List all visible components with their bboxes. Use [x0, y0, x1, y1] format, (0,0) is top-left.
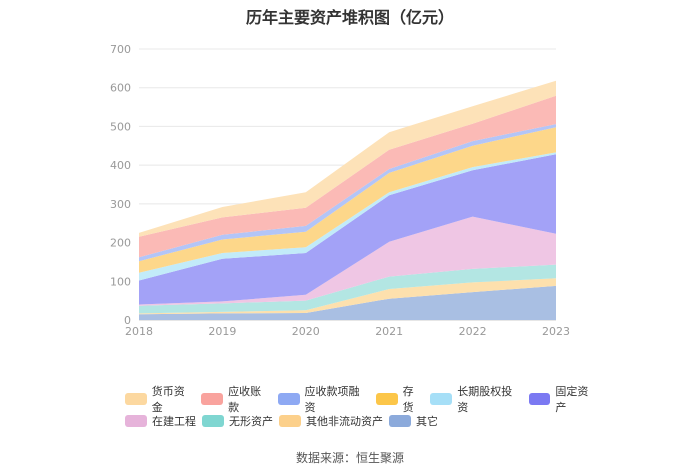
legend-swatch	[277, 393, 300, 405]
legend-label: 在建工程	[152, 415, 196, 428]
stacked-area-chart: 0 100 200 300 400 500 600 700 2018 2019 2020 2021 20…	[110, 43, 570, 338]
chart-title: 历年主要资产堆积图（亿元）	[245, 8, 454, 27]
legend-swatch	[375, 393, 398, 405]
x-tick-label: 2023	[542, 325, 570, 338]
area-series	[139, 124, 556, 262]
data-source: 数据来源：恒生聚源	[295, 451, 404, 465]
legend-swatch	[279, 415, 301, 427]
x-tick-label: 2019	[208, 325, 236, 338]
legend-label: 固定资产	[555, 385, 589, 414]
legend-row: 在建工程 无形资产 其他非流动资产 其它	[125, 410, 605, 432]
legend-label: 长期股权投资	[457, 385, 513, 414]
legend-item[interactable]: 应收账款	[201, 383, 271, 415]
legend-item[interactable]: 应收款项融资	[277, 383, 370, 415]
area-series	[139, 152, 556, 281]
area-series	[139, 264, 556, 314]
legend-swatch	[125, 415, 147, 427]
chart-legend: 货币资金 应收账款 应收款项融资 存货 长期股权投资 固定资产 在建工程 无形资产 其他非流动…	[125, 385, 605, 432]
legend-label: 无形资产	[229, 415, 273, 428]
area-series	[139, 127, 556, 273]
y-tick-label: 500	[110, 120, 131, 133]
area-series	[139, 95, 556, 258]
legend-item[interactable]: 货币资金	[125, 383, 195, 415]
x-tick-label: 2022	[459, 325, 487, 338]
area-series	[139, 154, 556, 305]
legend-item[interactable]: 无形资产	[202, 413, 273, 429]
legend-swatch	[202, 415, 224, 427]
y-tick-label: 700	[110, 43, 131, 56]
legend-label: 存货	[402, 385, 414, 414]
legend-label: 应收账款	[228, 385, 262, 414]
area-series	[139, 80, 556, 237]
legend-item[interactable]: 存货	[375, 383, 425, 415]
legend-item[interactable]: 其它	[389, 413, 438, 429]
legend-label: 货币资金	[151, 385, 185, 414]
y-tick-label: 400	[110, 159, 131, 172]
legend-item[interactable]: 在建工程	[125, 413, 196, 429]
legend-row: 货币资金 应收账款 应收款项融资 存货 长期股权投资 固定资产	[125, 385, 605, 414]
legend-label: 其他非流动资产	[306, 415, 383, 428]
legend-swatch	[389, 415, 411, 427]
legend-label: 应收款项融资	[304, 385, 360, 414]
legend-swatch	[528, 393, 551, 405]
legend-swatch	[201, 393, 224, 405]
y-tick-label: 600	[110, 82, 131, 95]
area-series	[139, 285, 556, 320]
x-tick-label: 2018	[125, 325, 153, 338]
y-tick-label: 200	[110, 237, 131, 250]
y-tick-label: 100	[110, 275, 131, 288]
legend-item[interactable]: 其他非流动资产	[279, 413, 383, 429]
x-tick-label: 2021	[375, 325, 403, 338]
area-series	[139, 278, 556, 315]
legend-item[interactable]: 长期股权投资	[430, 383, 522, 415]
legend-label: 其它	[416, 415, 438, 428]
legend-swatch	[125, 393, 147, 405]
area-series	[139, 216, 556, 306]
x-tick-label: 2020	[292, 325, 320, 338]
y-tick-label: 300	[110, 198, 131, 211]
y-tick-label: 0	[124, 314, 131, 327]
legend-item[interactable]: 固定资产	[528, 383, 599, 415]
legend-swatch	[430, 393, 453, 405]
